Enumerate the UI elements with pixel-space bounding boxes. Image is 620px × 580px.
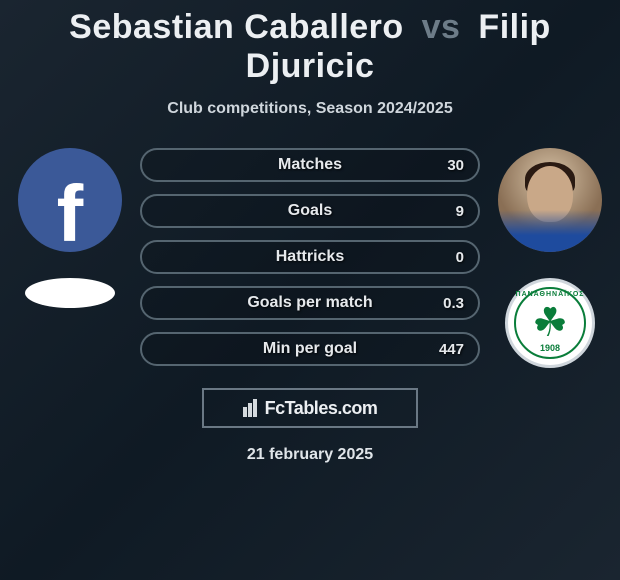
stat-row: Goals 9 (140, 194, 480, 228)
facebook-icon: f (57, 168, 84, 252)
stat-value: 0.3 (443, 295, 464, 312)
badge-year: 1908 (540, 343, 560, 353)
chart-icon (243, 399, 263, 417)
stat-label: Min per goal (263, 340, 357, 358)
badge-top-text: ΠΑΝΑΘΗΝΑΪΚΟΣ (516, 291, 585, 298)
stat-label: Goals (288, 202, 332, 220)
player1-club-badge (25, 278, 115, 308)
brand-box[interactable]: FcTables.com (202, 388, 418, 428)
badge-inner: ΠΑΝΑΘΗΝΑΪΚΟΣ ☘ 1908 (514, 287, 586, 359)
player2-avatar (498, 148, 602, 252)
stat-value: 447 (439, 341, 464, 358)
right-column: ΠΑΝΑΘΗΝΑΪΚΟΣ ☘ 1908 (490, 148, 610, 368)
comparison-content: f Matches 30 Goals 9 Hattricks 0 Goals p… (0, 148, 620, 368)
avatar-head (527, 166, 573, 222)
date-label: 21 february 2025 (0, 446, 620, 464)
clover-icon: ☘ (532, 303, 568, 343)
stat-value: 0 (456, 249, 464, 266)
player2-club-badge: ΠΑΝΑΘΗΝΑΪΚΟΣ ☘ 1908 (505, 278, 595, 368)
stat-label: Goals per match (247, 294, 372, 312)
stat-value: 9 (456, 203, 464, 220)
left-column: f (10, 148, 130, 308)
page-title: Sebastian Caballero vs Filip Djuricic (0, 0, 620, 86)
player1-avatar: f (18, 148, 122, 252)
stat-row: Goals per match 0.3 (140, 286, 480, 320)
subtitle: Club competitions, Season 2024/2025 (0, 100, 620, 118)
stat-row: Hattricks 0 (140, 240, 480, 274)
vs-label: vs (422, 8, 461, 46)
brand-text: FcTables.com (265, 398, 378, 419)
stat-row: Min per goal 447 (140, 332, 480, 366)
stats-list: Matches 30 Goals 9 Hattricks 0 Goals per… (130, 148, 490, 366)
stat-label: Matches (278, 156, 342, 174)
player1-name: Sebastian Caballero (69, 8, 404, 46)
stat-row: Matches 30 (140, 148, 480, 182)
stat-label: Hattricks (276, 248, 344, 266)
stat-value: 30 (447, 157, 464, 174)
